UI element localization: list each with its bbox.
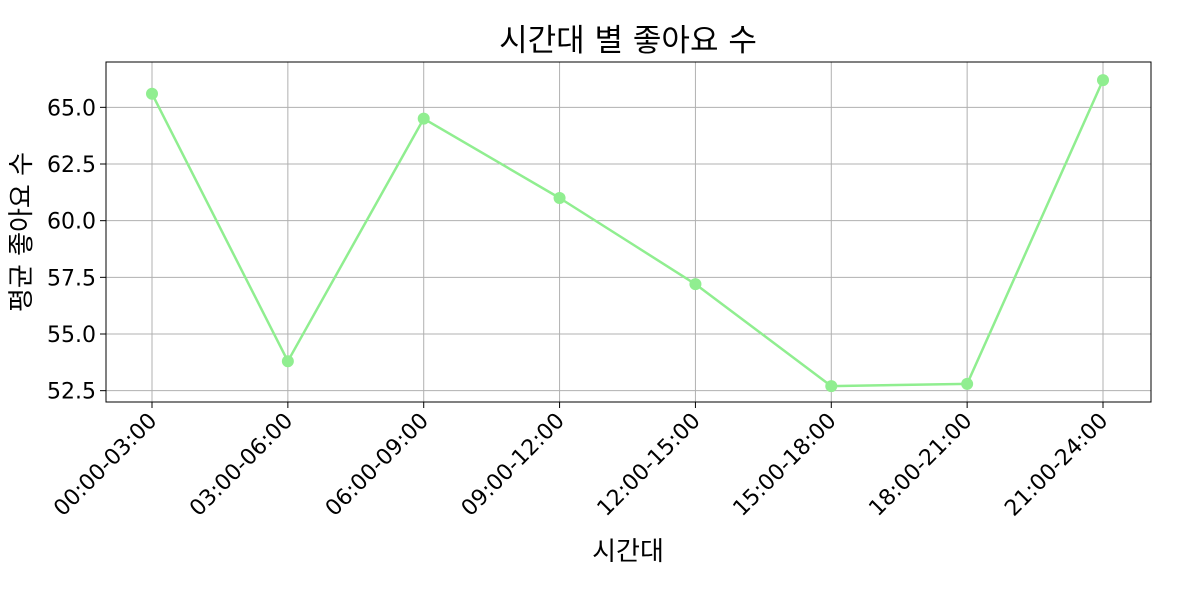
plot-frame — [105, 61, 1152, 403]
x-tick-label: 09:00-12:00 — [457, 409, 570, 522]
series-layer — [146, 74, 1109, 393]
data-point — [825, 380, 838, 393]
y-tick-label: 52.5 — [47, 380, 96, 405]
x-tick-label: 12:00-15:00 — [593, 409, 706, 522]
x-axis: 00:00-03:00 03:00-06:00 06:00-09:00 09:00-1… — [49, 402, 1113, 522]
grid — [106, 62, 1151, 402]
y-tick-label: 55.0 — [47, 323, 96, 348]
y-axis-label: 평균 좋아요 수 — [7, 152, 37, 312]
chart-title: 시간대 별 좋아요 수 — [499, 23, 757, 59]
data-point — [281, 355, 294, 368]
series-line — [150, 79, 1105, 388]
x-tick-label: 18:00-21:00 — [864, 409, 977, 522]
data-point — [146, 87, 158, 100]
y-tick-label: 65.0 — [47, 96, 96, 121]
data-point — [553, 192, 566, 204]
y-tick-label: 60.0 — [47, 210, 96, 235]
y-tick-label: 62.5 — [47, 153, 96, 178]
y-axis: 52.5 55.0 57.5 60.0 62.5 65.0 — [47, 96, 106, 405]
x-tick-label: 06:00-09:00 — [321, 409, 434, 522]
y-tick-label: 57.5 — [47, 266, 96, 291]
x-tick-label: 00:00-03:00 — [49, 409, 162, 522]
data-point — [1097, 74, 1109, 87]
x-axis-label: 시간대 — [592, 537, 664, 567]
data-point — [689, 278, 702, 291]
data-point — [961, 377, 974, 390]
data-point — [417, 112, 430, 125]
x-tick-label: 21:00-24:00 — [1000, 409, 1113, 522]
x-tick-label: 03:00-06:00 — [185, 409, 298, 522]
x-tick-label: 15:00-18:00 — [729, 409, 842, 522]
